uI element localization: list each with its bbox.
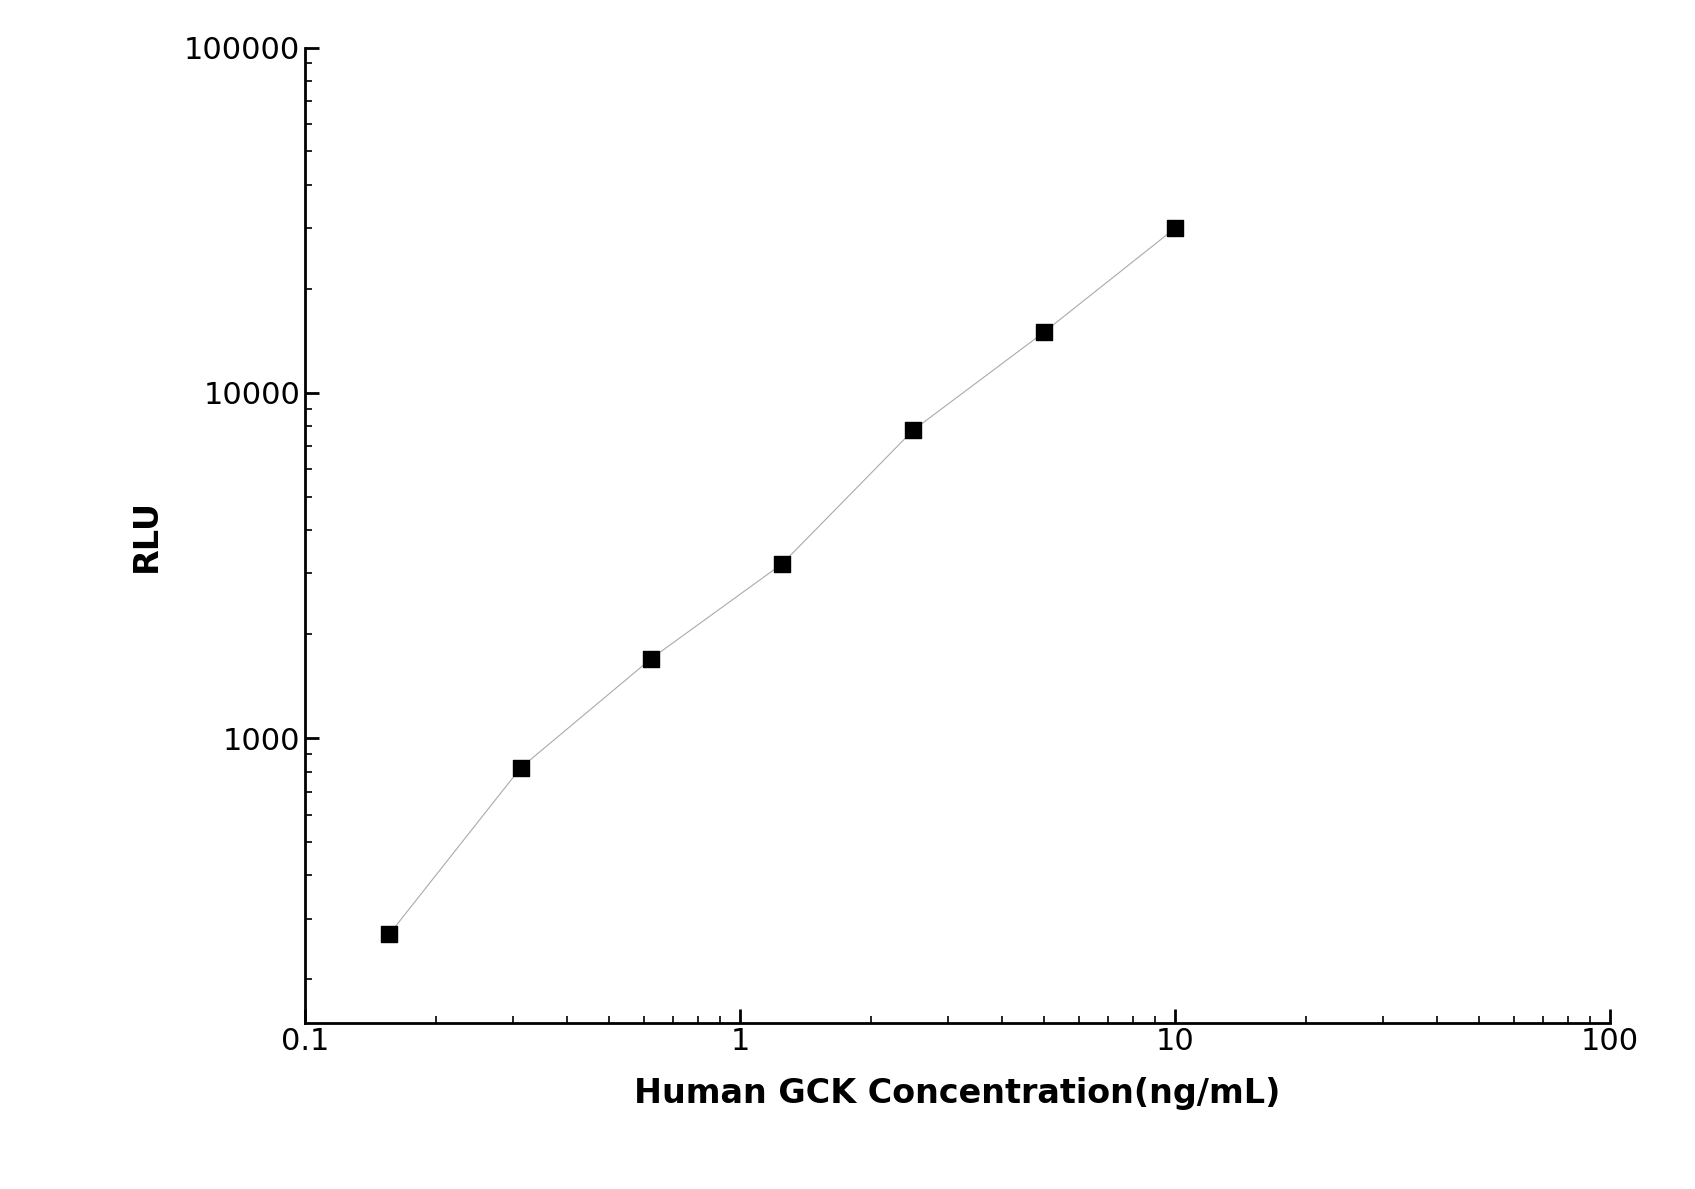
Point xyxy=(1031,322,1058,341)
Point xyxy=(900,421,927,440)
Point xyxy=(507,759,534,778)
Point xyxy=(637,649,664,668)
Y-axis label: RLU: RLU xyxy=(131,498,163,572)
X-axis label: Human GCK Concentration(ng/mL): Human GCK Concentration(ng/mL) xyxy=(634,1077,1281,1111)
Point xyxy=(770,554,797,573)
Point xyxy=(1161,219,1188,238)
Point xyxy=(376,925,403,944)
